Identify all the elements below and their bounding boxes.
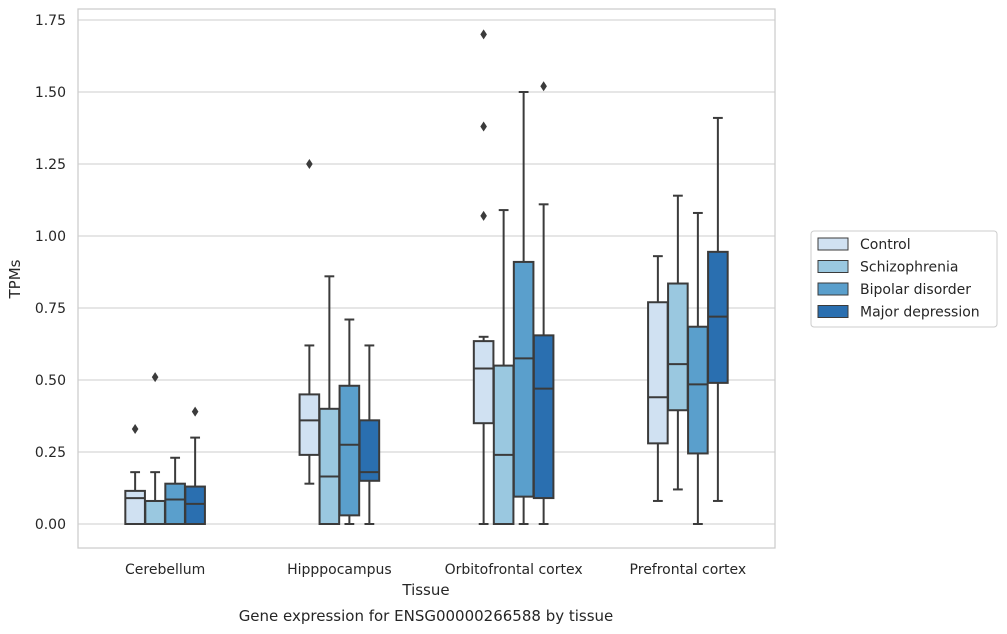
box-iqr: [124, 489, 146, 526]
y-tick-label: 1.50: [35, 85, 66, 101]
box-control: [124, 423, 146, 526]
box-iqr: [492, 364, 515, 525]
legend-swatch: [817, 237, 849, 251]
y-tick-label: 0.25: [35, 445, 66, 461]
box-bipolar-disorder: [338, 318, 361, 525]
legend-label: Control: [860, 237, 911, 253]
box-schizophrenia: [144, 372, 166, 525]
box-iqr: [667, 282, 689, 412]
box-major-depression: [707, 116, 729, 502]
box-major-depression: [184, 406, 206, 525]
box-iqr: [184, 485, 206, 525]
outlier-marker: [480, 121, 487, 132]
plot-frame: [77, 8, 776, 549]
legend-label: Bipolar disorder: [860, 282, 971, 298]
outlier-marker: [540, 81, 547, 92]
gridlines: [78, 19, 775, 525]
box-iqr: [687, 325, 709, 455]
x-tick-label: Hipppocampus: [287, 562, 392, 578]
y-tick-label: 0.50: [35, 373, 66, 389]
y-tick-labels: 0.00 0.25 0.50 0.75 1.00 1.25 1.50 1.75: [35, 13, 66, 533]
x-tick-labels: Cerebellum Hipppocampus Orbitofrontal cort…: [125, 562, 746, 578]
box-bipolar-disorder: [687, 211, 709, 525]
box-iqr: [318, 407, 341, 525]
y-tick-label: 0.75: [35, 301, 66, 317]
box-schizophrenia: [667, 194, 689, 491]
box-major-depression: [532, 81, 555, 525]
outlier-marker: [480, 210, 487, 221]
box-iqr: [298, 393, 321, 456]
box-iqr: [512, 260, 535, 498]
box-control: [298, 159, 321, 485]
outlier-marker: [131, 423, 139, 434]
y-tick-label: 0.00: [35, 517, 66, 533]
outlier-marker: [151, 372, 159, 383]
legend-frame: [810, 230, 998, 328]
box-control: [647, 255, 669, 502]
x-tick-label: Prefrontal cortex: [630, 562, 747, 578]
legend-swatch: [817, 282, 849, 296]
y-tick-label: 1.00: [35, 229, 66, 245]
box-bipolar-disorder: [512, 91, 535, 525]
outlier-marker: [306, 159, 313, 169]
x-tick-label: Orbitofrontal cortex: [445, 562, 583, 578]
box-bipolar-disorder: [164, 456, 186, 525]
box-schizophrenia: [318, 275, 341, 525]
box-iqr: [647, 301, 669, 445]
outlier-marker: [191, 406, 199, 417]
x-axis-label: Tissue: [401, 581, 449, 599]
legend-swatch: [817, 305, 849, 318]
legend-label: Schizophrenia: [860, 260, 958, 276]
y-axis-label: TPMs: [6, 259, 24, 299]
box-iqr: [144, 499, 166, 525]
y-tick-label: 1.25: [35, 157, 66, 173]
chart-title: Gene expression for ENSG00000266588 by t…: [239, 607, 614, 625]
box-iqr: [472, 340, 495, 425]
box-major-depression: [358, 344, 381, 525]
outlier-marker: [480, 29, 487, 40]
legend: Control Schizophrenia Bipolar disorder Majo…: [810, 230, 998, 328]
y-tick-label: 1.75: [35, 13, 66, 29]
legend-swatch: [817, 260, 849, 273]
box-plot-area: [124, 29, 729, 526]
x-tick-label: Cerebellum: [125, 562, 205, 578]
box-schizophrenia: [492, 209, 515, 525]
box-iqr: [532, 334, 555, 500]
legend-label: Major depression: [860, 305, 980, 321]
box-iqr: [164, 482, 186, 525]
box-iqr: [338, 384, 361, 517]
box-iqr: [358, 419, 381, 482]
box-control: [472, 29, 495, 525]
